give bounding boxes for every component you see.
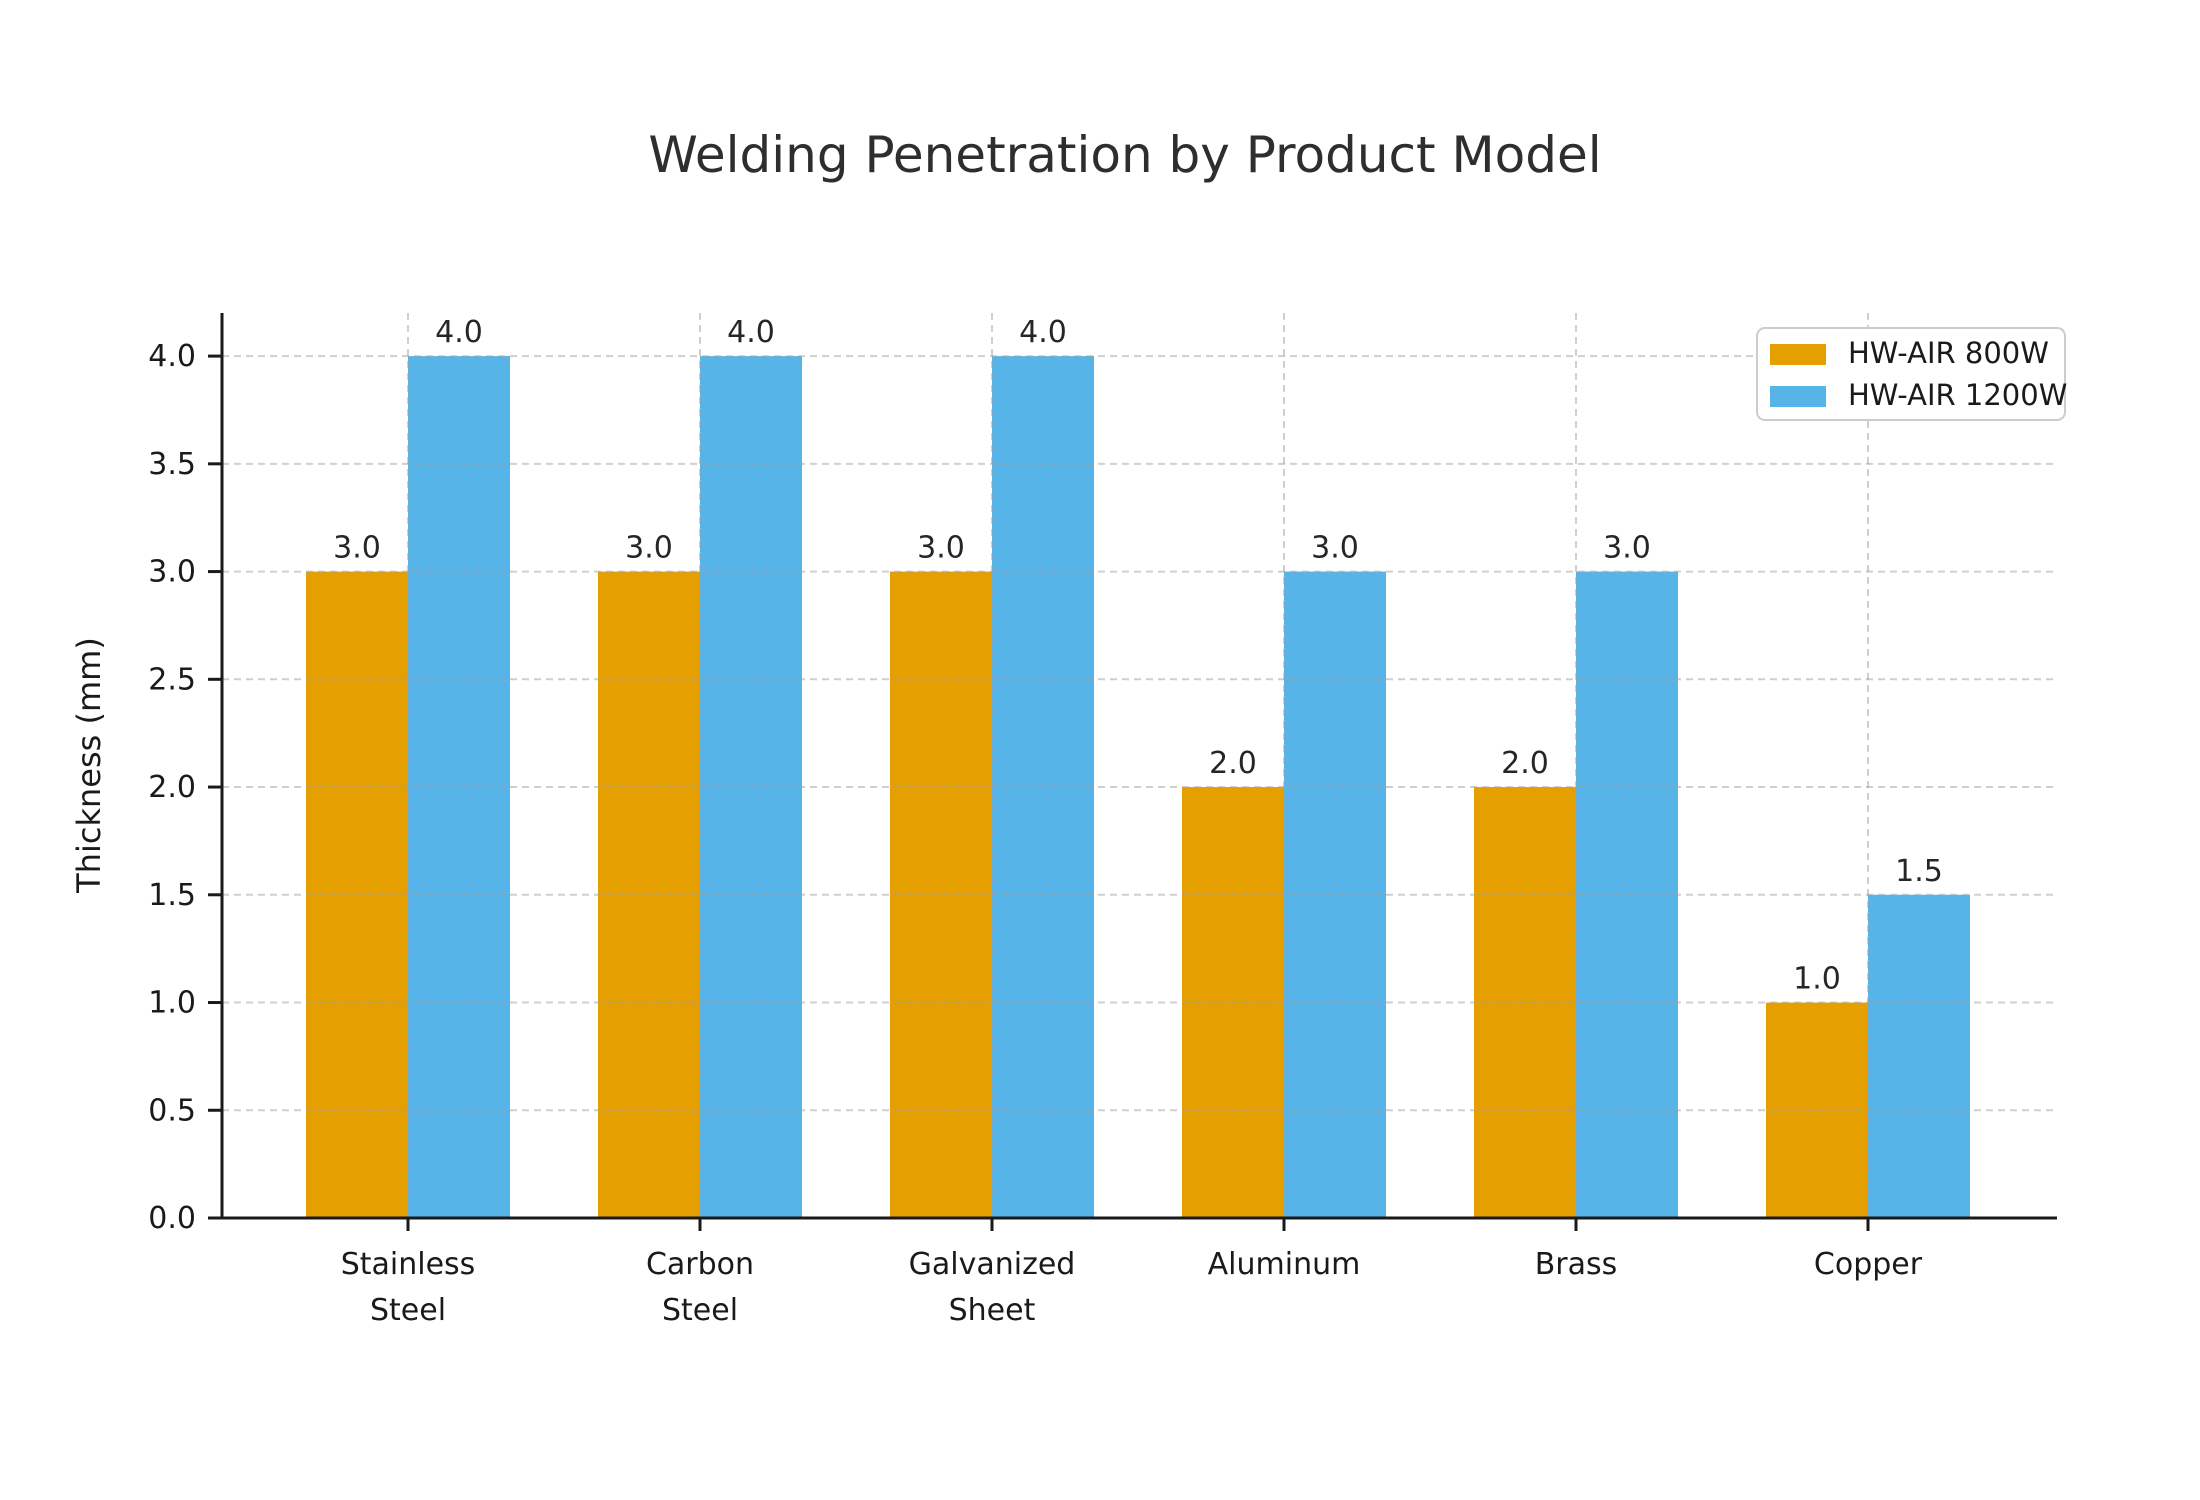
legend-swatch-800w: [1770, 344, 1826, 365]
axes-layer: 0.0 0.5 1.0 1.5 2.0 2.5 3.0 3.5 4.0 Stainless Stee…: [148, 339, 1922, 1328]
y-tick-label: 4.0: [148, 339, 196, 374]
bar-value-label: 3.0: [625, 531, 673, 566]
x-category-label: Galvanized: [909, 1247, 1076, 1282]
bar-hw-air-800w-3: [890, 571, 992, 1218]
bar-value-label: 2.0: [1209, 746, 1257, 781]
bar-value-label: 4.0: [1019, 315, 1067, 350]
y-tick-label: 3.0: [148, 555, 196, 590]
y-tick-label: 1.5: [148, 878, 196, 913]
y-tick-label: 3.5: [148, 447, 196, 482]
bar-value-label: 1.5: [1895, 854, 1943, 889]
legend-label-800w: HW-AIR 800W: [1848, 336, 2049, 370]
bar-hw-air-1200w-4: [1284, 571, 1386, 1218]
bar-hw-air-1200w-1: [408, 356, 510, 1219]
bar-value-label: 4.0: [727, 315, 775, 350]
x-category-label: Aluminum: [1208, 1247, 1361, 1282]
bar-value-label: 3.0: [1603, 531, 1651, 566]
bar-value-label: 3.0: [1311, 531, 1359, 566]
y-axis-label: Thickness (mm): [70, 637, 108, 894]
legend: HW-AIR 800W HW-AIR 1200W: [1756, 327, 2067, 421]
bar-hw-air-1200w-6: [1868, 894, 1970, 1218]
bar-value-label: 2.0: [1501, 746, 1549, 781]
y-tick-label: 1.0: [148, 986, 196, 1021]
y-tick-label: 2.5: [148, 662, 196, 697]
x-category-label: Steel: [370, 1293, 446, 1328]
x-category-label: Carbon: [646, 1247, 754, 1282]
legend-label-1200w: HW-AIR 1200W: [1848, 378, 2067, 412]
x-category-label: Sheet: [949, 1293, 1036, 1328]
legend-swatch-1200w: [1770, 386, 1826, 407]
value-labels-layer: 3.0 3.0 3.0 2.0 2.0 1.0 4.0 4.0 4.0 3.0 3.0 1.5: [333, 315, 1943, 996]
x-category-label: Stainless: [341, 1247, 476, 1282]
legend-frame: [1756, 327, 2066, 421]
x-category-label: Brass: [1535, 1247, 1618, 1282]
grid-layer: [222, 313, 2057, 1218]
bar-value-label: 4.0: [435, 315, 483, 350]
bar-value-label: 1.0: [1793, 962, 1841, 997]
x-category-label: Steel: [662, 1293, 738, 1328]
x-category-label: Copper: [1814, 1247, 1923, 1282]
y-tick-label: 0.5: [148, 1093, 196, 1128]
bar-value-label: 3.0: [917, 531, 965, 566]
bar-hw-air-800w-6: [1766, 1002, 1868, 1218]
bar-value-label: 3.0: [333, 531, 381, 566]
y-tick-label: 2.0: [148, 770, 196, 805]
y-tick-label: 0.0: [148, 1201, 196, 1236]
chart-title: Welding Penetration by Product Model: [648, 126, 1601, 184]
